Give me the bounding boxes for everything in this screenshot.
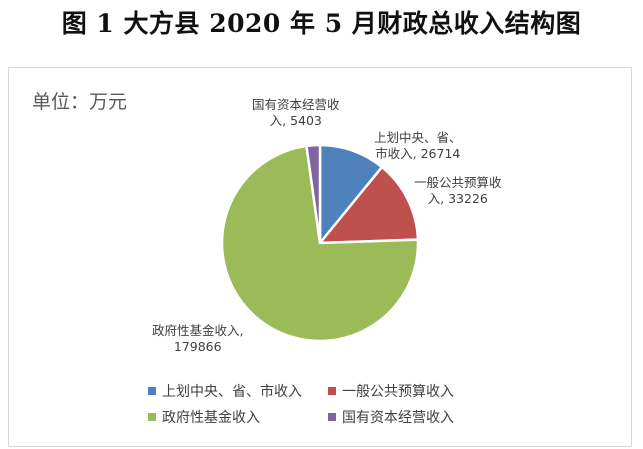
data-label-text: 国有资本经营收 [252, 97, 340, 112]
pie-slice-general-budget [317, 165, 420, 245]
legend-item-state-capital: 国有资本经营收入 [328, 407, 454, 427]
data-label-value: 市收入, 26714 [375, 146, 461, 161]
legend-item-central: 上划中央、省、市收入 [148, 381, 302, 401]
legend-label: 政府性基金收入 [162, 410, 260, 426]
legend-swatch [328, 413, 336, 421]
legend-label: 上划中央、省、市收入 [162, 384, 302, 400]
legend-item-general-budget: 一般公共预算收入 [328, 381, 454, 401]
data-label-text: 上划中央、省、 [374, 130, 462, 145]
data-label-blue: 上划中央、省、 市收入, 26714 [374, 130, 462, 162]
chart-title: 图 1 大方县 2020 年 5 月财政总收入结构图 [61, 9, 582, 38]
pie-slice-state-capital [305, 143, 322, 244]
data-label-value: 入, 5403 [269, 113, 322, 128]
data-label-value: 入, 33226 [427, 191, 488, 206]
data-label-text: 一般公共预算收 [414, 175, 502, 190]
data-label-purple: 国有资本经营收 入, 5403 [252, 97, 340, 129]
legend-label: 一般公共预算收入 [342, 384, 454, 400]
pie-slice-gov-fund [220, 144, 420, 343]
unit-label: 单位：万元 [32, 91, 128, 113]
legend-swatch [148, 413, 156, 421]
data-label-green: 政府性基金收入, 179866 [152, 323, 243, 355]
legend-swatch [148, 387, 156, 395]
data-label-value: 179866 [173, 339, 222, 354]
legend-item-gov-fund: 政府性基金收入 [148, 407, 260, 427]
data-label-red: 一般公共预算收 入, 33226 [414, 175, 502, 207]
legend-swatch [328, 387, 336, 395]
data-label-text: 政府性基金收入, [152, 323, 244, 338]
pie-slice-central [318, 143, 384, 247]
legend-label: 国有资本经营收入 [342, 410, 454, 426]
